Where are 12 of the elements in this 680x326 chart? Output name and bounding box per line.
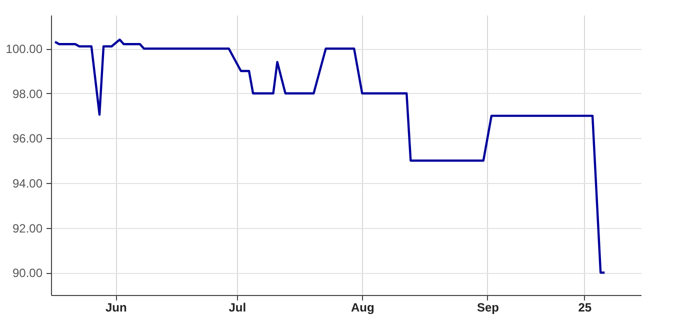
y-tick-label: 96.00: [12, 132, 43, 146]
y-tick-label: 94.00: [12, 176, 43, 190]
x-tick-label: Jul: [228, 300, 246, 314]
x-tick-label: Jun: [105, 300, 127, 314]
x-tick-label: Sep: [476, 300, 499, 314]
y-tick-label: 90.00: [12, 266, 43, 280]
y-tick-label: 98.00: [12, 86, 43, 101]
x-tick-label: Aug: [351, 300, 374, 314]
x-tick-label: 25: [578, 300, 592, 314]
y-tick-label: 92.00: [12, 221, 43, 236]
y-tick-label: 100.00: [6, 42, 43, 56]
line-series: [54, 38, 606, 274]
